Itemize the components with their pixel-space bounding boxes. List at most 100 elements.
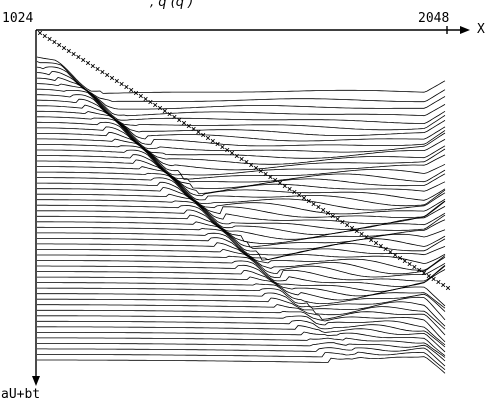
x-marker	[37, 30, 43, 36]
x-axis-label: X	[477, 22, 485, 37]
trajectory-curve	[37, 242, 446, 275]
x-marker	[85, 60, 91, 66]
trajectory-curve	[37, 126, 446, 176]
x-marker	[66, 48, 71, 54]
x-marker	[407, 261, 412, 267]
x-marker	[287, 186, 292, 192]
x-marker	[359, 231, 364, 237]
y-axis-label: aU+bt	[1, 387, 40, 400]
x-marker	[397, 255, 403, 261]
trajectory-curve	[37, 221, 446, 256]
x-marker	[177, 117, 182, 123]
trajectory-curve	[37, 304, 446, 336]
trajectory-curve	[37, 209, 446, 248]
x-marker-series	[37, 30, 451, 291]
trajectory-curve	[37, 143, 446, 189]
x-marker	[321, 207, 326, 213]
x-marker	[306, 198, 311, 204]
trajectory-curve	[37, 260, 446, 287]
x-marker	[421, 270, 427, 276]
trajectory-curve	[36, 66, 446, 110]
trajectory-curve	[37, 276, 446, 309]
x-marker	[316, 204, 321, 210]
x-marker	[162, 108, 167, 114]
x-marker	[412, 264, 417, 270]
x-marker	[426, 273, 431, 279]
trajectory-curve	[37, 199, 446, 240]
x-marker	[436, 279, 441, 285]
trajectory-curve	[37, 204, 446, 244]
trajectory-curve	[37, 149, 446, 195]
x-marker	[196, 129, 201, 135]
x-marker	[445, 285, 451, 291]
x-marker	[417, 267, 422, 273]
trajectory-curve	[37, 282, 446, 312]
trajectory-curve	[37, 177, 446, 219]
x-marker	[191, 126, 196, 132]
x-marker	[81, 57, 86, 63]
x-marker	[172, 114, 177, 120]
x-marker	[273, 177, 278, 183]
trajectory-curve	[37, 287, 446, 321]
trajectory-curve	[37, 297, 446, 330]
x-marker	[167, 111, 172, 117]
trajectory-curve	[37, 292, 446, 327]
trajectory-curve	[36, 56, 446, 94]
trajectory-curve	[37, 232, 446, 265]
trajectory-curve	[37, 254, 446, 282]
x-marker	[335, 216, 340, 222]
trajectory-curve	[37, 347, 446, 367]
trajectory-curve	[37, 309, 446, 343]
x-marker	[138, 93, 143, 99]
trajectory-curve	[37, 110, 446, 159]
trajectory-curve	[37, 94, 446, 142]
trajectory-curve	[37, 351, 446, 371]
x-tick-label-max: 2048	[418, 11, 449, 26]
x-marker	[244, 159, 249, 165]
x-marker	[311, 201, 316, 207]
x-marker	[378, 243, 383, 249]
trajectory-curve	[37, 226, 446, 261]
y-axis-arrow	[32, 376, 40, 386]
x-marker	[181, 120, 187, 126]
trajectory-curve	[37, 337, 446, 358]
x-marker	[373, 240, 379, 246]
trajectory-curve	[37, 131, 446, 180]
x-marker	[340, 219, 345, 225]
trajectory-curve	[37, 315, 446, 346]
x-marker	[393, 252, 398, 258]
trajectory-curve	[36, 71, 446, 117]
x-marker	[215, 141, 220, 147]
x-tick-label-min: 1024	[2, 11, 33, 26]
x-marker	[234, 153, 239, 159]
trajectory-curve	[37, 325, 446, 353]
trajectory-curve	[37, 154, 446, 201]
trajectory-curve	[37, 331, 446, 357]
trajectory-curve	[37, 121, 446, 171]
x-marker	[129, 87, 134, 93]
x-marker	[90, 63, 95, 69]
x-marker	[383, 246, 388, 252]
x-marker	[210, 138, 215, 144]
x-marker	[301, 195, 307, 201]
trajectory-curve	[37, 138, 446, 183]
x-marker	[76, 54, 81, 60]
trajectory-curve	[37, 342, 446, 362]
x-marker	[57, 42, 62, 48]
x-marker	[61, 45, 67, 51]
x-marker	[205, 135, 211, 141]
x-marker	[345, 222, 350, 228]
x-marker	[297, 192, 302, 198]
trajectory-curve	[36, 77, 446, 125]
x-marker	[148, 99, 153, 105]
x-marker	[100, 69, 105, 75]
x-marker	[42, 33, 47, 39]
x-marker	[119, 81, 124, 87]
trajectory-curve	[37, 159, 446, 207]
trajectory-curve	[37, 264, 446, 292]
trajectory-curve	[36, 83, 446, 131]
x-marker	[124, 84, 129, 90]
x-marker	[325, 210, 331, 216]
x-marker	[47, 36, 52, 42]
